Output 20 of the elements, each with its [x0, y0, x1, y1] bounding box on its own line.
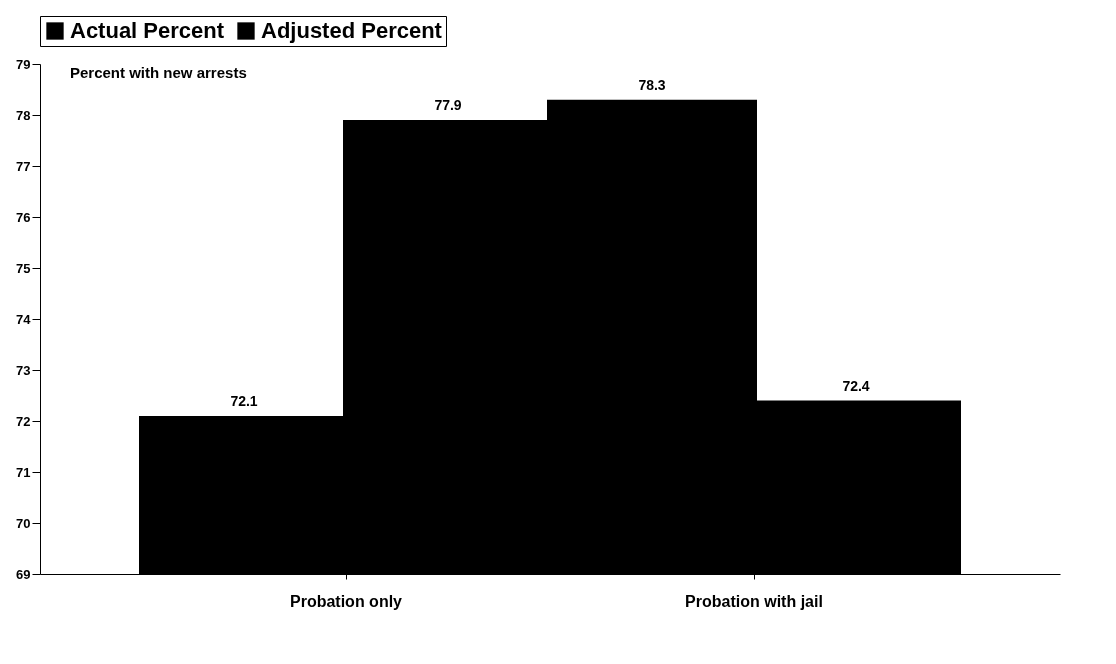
data-label: 72.1: [230, 392, 258, 409]
legend-label: Adjusted Percent: [261, 18, 443, 43]
annotation: Percent with new arrests: [70, 64, 247, 81]
data-label: 72.4: [842, 377, 870, 394]
y-tick-label: 69: [16, 566, 31, 582]
y-tick-label: 76: [16, 209, 31, 225]
x-tick-label: Probation only: [290, 592, 403, 610]
legend-label: Actual Percent: [70, 18, 225, 43]
y-tick-label: 74: [16, 311, 32, 327]
y-tick-label: 73: [16, 362, 31, 378]
data-label: 78.3: [638, 76, 666, 93]
y-tick-label: 79: [16, 56, 31, 72]
y-tick-label: 71: [16, 464, 31, 480]
y-tick-label: 72: [16, 413, 31, 429]
x-tick-label: Probation with jail: [685, 592, 823, 610]
y-tick-label: 78: [16, 107, 31, 123]
data-label: 77.9: [434, 97, 462, 114]
y-tick-label: 75: [16, 260, 31, 276]
y-tick-label: 70: [16, 515, 31, 531]
y-tick-label: 77: [16, 158, 31, 174]
